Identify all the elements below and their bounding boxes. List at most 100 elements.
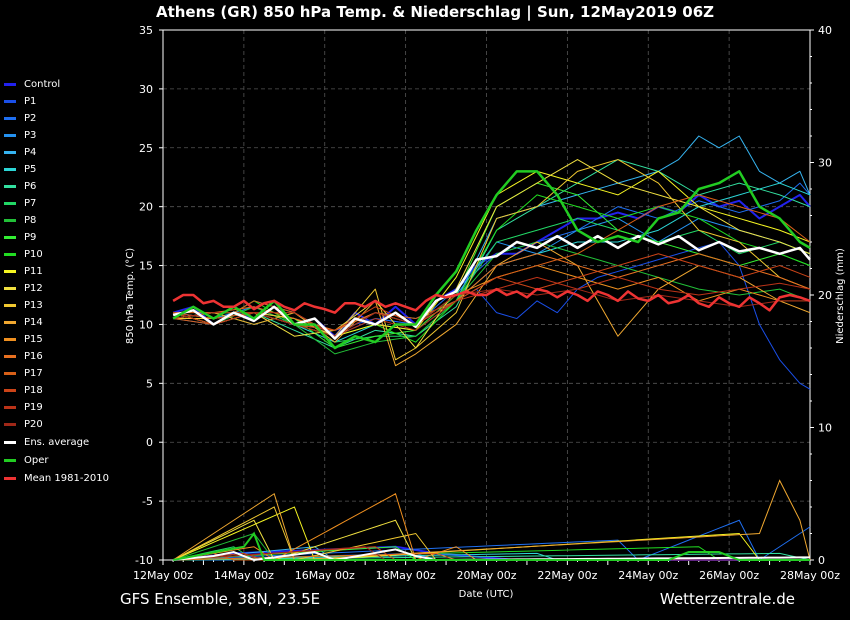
model-info: GFS Ensemble, 38N, 23.5E [120, 590, 321, 608]
legend-swatch [4, 151, 16, 154]
legend-item: P6 [4, 178, 129, 195]
legend-item: Oper [4, 451, 129, 469]
legend-label: P5 [24, 164, 37, 175]
legend-item: P19 [4, 399, 129, 416]
y-tick-label: 25 [139, 142, 153, 155]
legend-item: P7 [4, 195, 129, 212]
legend-label: P20 [24, 419, 43, 430]
y2-tick-label: 20 [818, 289, 832, 302]
legend-item: Mean 1981-2010 [4, 469, 129, 487]
x-tick-label: 20May 00z [456, 569, 516, 582]
legend-label: P12 [24, 283, 43, 294]
precip-line-p2 [173, 519, 811, 561]
legend-item: P13 [4, 297, 129, 314]
x-tick-label: 14May 00z [214, 569, 274, 582]
legend-swatch [4, 423, 16, 426]
legend-item: P14 [4, 314, 129, 331]
temp-line-ens-average [172, 234, 811, 340]
legend-label: P11 [24, 266, 43, 277]
legend-label: P18 [24, 385, 43, 396]
y2-tick-label: 10 [818, 422, 832, 435]
legend-swatch [4, 287, 16, 290]
legend-label: P14 [24, 317, 43, 328]
legend-item: P2 [4, 110, 129, 127]
temp-line-p10 [172, 194, 811, 343]
legend-label: Ens. average [24, 436, 90, 448]
legend-swatch [4, 440, 16, 444]
legend-label: P17 [24, 368, 43, 379]
legend-item: Control [4, 76, 129, 93]
x-tick-label: 16May 00z [295, 569, 355, 582]
temp-line-p13 [173, 159, 811, 361]
legend-swatch [4, 117, 16, 120]
legend-label: P1 [24, 96, 37, 107]
legend-item: P12 [4, 280, 129, 297]
legend-label: P16 [24, 351, 43, 362]
y-tick-label: 5 [146, 377, 153, 390]
y-tick-label: -10 [135, 554, 153, 567]
legend-item: P9 [4, 229, 129, 246]
legend-swatch [4, 406, 16, 409]
legend-swatch [4, 185, 16, 188]
legend-swatch [4, 236, 16, 239]
x-axis-label: Date (UTC) [459, 589, 514, 600]
x-tick-label: 24May 00z [618, 569, 678, 582]
legend-swatch [4, 338, 16, 341]
y-tick-label: 30 [139, 83, 153, 96]
y-tick-label: 0 [146, 436, 153, 449]
legend-swatch [4, 100, 16, 103]
legend-label: Mean 1981-2010 [24, 472, 109, 484]
legend-label: P7 [24, 198, 37, 209]
y-tick-label: 15 [139, 260, 153, 273]
x-tick-label: 26May 00z [699, 569, 759, 582]
source-credit: Wetterzentrale.de [659, 590, 795, 608]
legend-label: P15 [24, 334, 43, 345]
legend-swatch [4, 253, 16, 256]
legend-label: P9 [24, 232, 37, 243]
legend-swatch [4, 304, 16, 307]
temp-line-mean-1981-2010 [172, 287, 811, 314]
temp-line-p16 [173, 253, 811, 331]
legend-label: Oper [24, 454, 49, 466]
legend-item: P10 [4, 246, 129, 263]
temp-line-p1 [173, 241, 811, 390]
chart-title: Athens (GR) 850 hPa Temp. & Niederschlag… [155, 3, 715, 21]
legend-item: P1 [4, 93, 129, 110]
y2-tick-label: 0 [818, 554, 825, 567]
legend-label: P8 [24, 215, 37, 226]
legend-item: P17 [4, 365, 129, 382]
precip-line-oper [172, 531, 810, 561]
x-tick-label: 18May 00z [376, 569, 436, 582]
legend-item: P11 [4, 263, 129, 280]
legend-label: Control [24, 79, 61, 90]
legend-swatch [4, 83, 16, 86]
legend-item: Ens. average [4, 433, 129, 451]
temp-lines [172, 135, 811, 390]
legend-swatch [4, 270, 16, 273]
legend-swatch [4, 372, 16, 375]
legend-swatch [4, 458, 16, 462]
legend-swatch [4, 202, 16, 205]
legend-label: P13 [24, 300, 43, 311]
y-tick-label: 10 [139, 318, 153, 331]
legend-swatch [4, 476, 16, 480]
x-tick-label: 22May 00z [537, 569, 597, 582]
legend-swatch [4, 219, 16, 222]
legend-item: P3 [4, 127, 129, 144]
legend-label: P6 [24, 181, 37, 192]
legend-label: P3 [24, 130, 37, 141]
precip-lines [172, 479, 811, 562]
legend-item: P4 [4, 144, 129, 161]
x-tick-label: 12May 00z [133, 569, 193, 582]
temp-line-p14 [173, 241, 811, 367]
y-tick-label: 35 [139, 24, 153, 37]
legend-label: P2 [24, 113, 37, 124]
temp-line-p12 [172, 159, 811, 349]
legend-swatch [4, 134, 16, 137]
temp-line-oper [172, 170, 811, 350]
temp-line-p8 [172, 241, 811, 355]
legend-label: P10 [24, 249, 43, 260]
y2-axis-label: Niederschlag (mm) [835, 248, 846, 344]
precip-line-p14 [172, 479, 811, 561]
